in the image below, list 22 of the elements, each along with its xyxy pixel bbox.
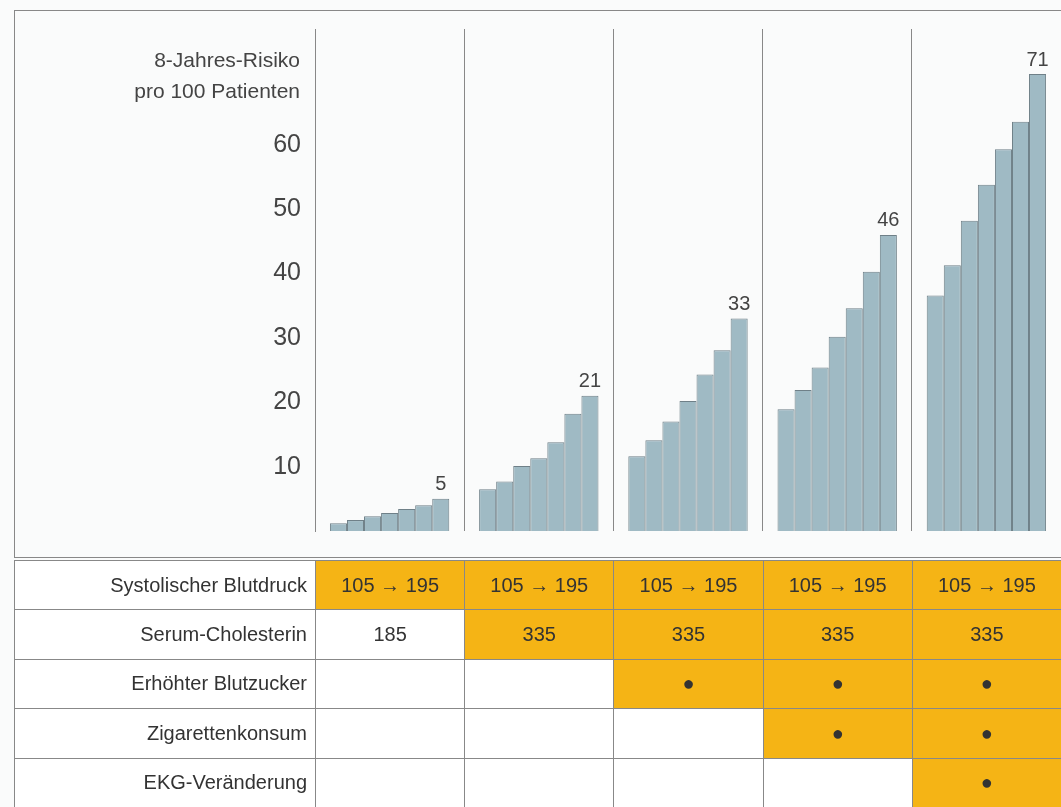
data-label: 5 bbox=[435, 472, 447, 495]
y-tick-label: 40 bbox=[273, 257, 301, 286]
data-label: 46 bbox=[877, 208, 900, 231]
category-label: 105 → 195 335 ● bbox=[639, 573, 738, 695]
y-tick-label: 30 bbox=[273, 321, 301, 350]
y-tick-label: 50 bbox=[273, 193, 301, 222]
data-label: 71 bbox=[1026, 47, 1049, 70]
y-tick-label: 10 bbox=[273, 450, 301, 479]
category-label: 105 → 195 185 bbox=[341, 573, 440, 646]
text: Erhöhter Blutzucker bbox=[14, 658, 316, 710]
text: EKG-Veränderung bbox=[14, 757, 316, 807]
data-label: 21 bbox=[578, 369, 602, 392]
category-label: 105 → 195 335 ● ● bbox=[788, 573, 887, 744]
text: Systolischer Blutdruck bbox=[14, 560, 316, 611]
y-axis-title: 8-Jahres-Risiko pro 100 Patienten bbox=[133, 47, 300, 104]
text: Serum-Cholesterin bbox=[14, 609, 316, 660]
data-label: 33 bbox=[728, 292, 751, 315]
category-label: 105 → 195 335 bbox=[490, 573, 589, 646]
y-tick-label: 20 bbox=[273, 386, 301, 415]
text: Zigarettenkonsum bbox=[14, 708, 316, 759]
category-label: 105 → 195 335 ● ● ● bbox=[937, 573, 1036, 794]
y-tick-label: 60 bbox=[273, 128, 301, 157]
